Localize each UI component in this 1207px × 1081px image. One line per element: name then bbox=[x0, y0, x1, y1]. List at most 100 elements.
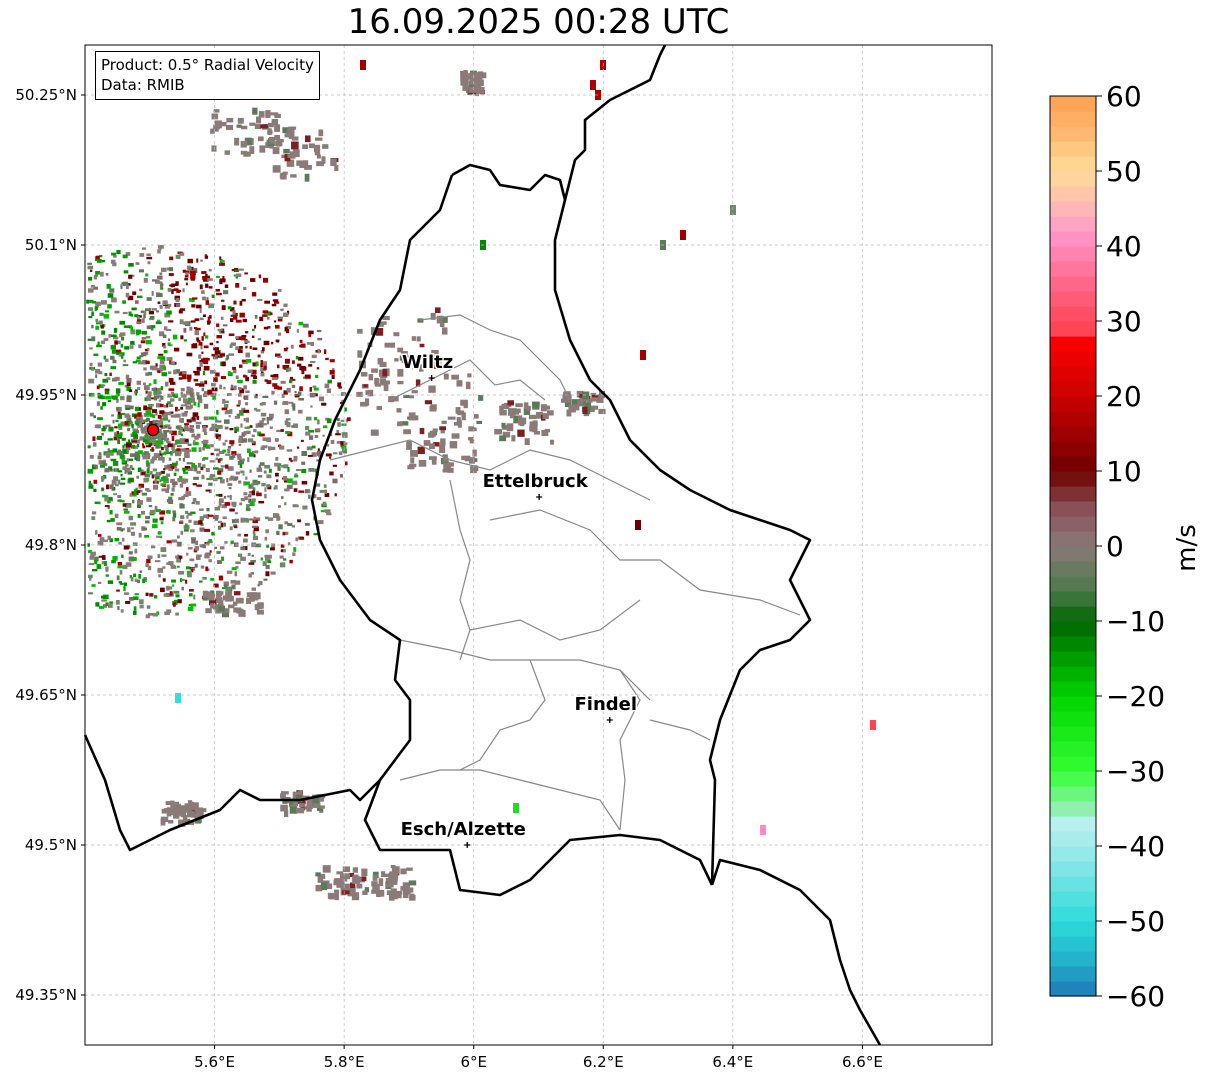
echo-cell bbox=[164, 425, 168, 429]
echo-cell bbox=[166, 473, 171, 477]
echo-cell bbox=[182, 288, 185, 293]
echo-cell bbox=[220, 121, 227, 127]
echo-cell bbox=[122, 300, 126, 304]
echo-cell bbox=[406, 867, 413, 871]
echo-cell bbox=[216, 341, 219, 344]
echo-cell bbox=[141, 510, 146, 515]
echo-cell bbox=[155, 419, 159, 422]
echo-cell bbox=[201, 440, 205, 444]
echo-cell bbox=[272, 292, 278, 296]
echo-cell bbox=[196, 366, 201, 371]
echo-cell bbox=[145, 273, 149, 277]
echo-cell bbox=[100, 300, 107, 305]
echo-cell bbox=[121, 437, 126, 441]
echo-cell bbox=[296, 328, 299, 333]
echo-cell bbox=[228, 487, 232, 490]
echo-cell bbox=[174, 295, 181, 301]
echo-cell bbox=[173, 814, 180, 819]
echo-cell bbox=[370, 429, 379, 436]
echo-cell bbox=[165, 424, 171, 428]
colorbar-tick-label: 30 bbox=[1106, 305, 1142, 338]
echo-cell bbox=[236, 413, 241, 419]
echo-cell bbox=[89, 555, 95, 560]
echo-cell bbox=[201, 336, 204, 341]
echo-cell bbox=[88, 378, 95, 384]
echo-cell bbox=[255, 361, 259, 367]
echo-cell bbox=[274, 438, 279, 442]
echo-cell bbox=[146, 468, 150, 474]
echo-cell bbox=[157, 531, 162, 535]
echo-cell bbox=[95, 255, 100, 260]
echo-cell bbox=[286, 421, 291, 427]
echo-cell bbox=[167, 419, 171, 423]
echo-cell bbox=[299, 339, 303, 343]
echo-cell bbox=[509, 410, 515, 419]
echo-cell bbox=[430, 312, 436, 320]
echo-cell bbox=[240, 546, 246, 551]
echo-cell bbox=[206, 320, 211, 324]
echo-cell bbox=[236, 453, 242, 458]
echo-cell bbox=[125, 467, 131, 473]
echo-cell bbox=[234, 269, 238, 272]
echo-cell bbox=[90, 551, 96, 556]
echo-cell bbox=[228, 353, 234, 356]
echo-cell bbox=[145, 592, 149, 596]
echo-cell bbox=[251, 292, 257, 297]
echo-cell bbox=[146, 559, 151, 564]
echo-cell bbox=[178, 289, 182, 293]
echo-cell bbox=[118, 581, 123, 584]
echo-cell bbox=[280, 804, 288, 812]
echo-cell bbox=[191, 501, 195, 505]
echo-cell bbox=[254, 324, 257, 329]
echo-cell bbox=[255, 116, 262, 124]
echo-cell bbox=[400, 886, 408, 891]
echo-cell bbox=[201, 351, 204, 354]
echo-cell bbox=[460, 79, 468, 86]
canton-boundary bbox=[649, 719, 711, 741]
echo-cell bbox=[276, 479, 279, 483]
echo-cell bbox=[100, 271, 104, 277]
echo-cell bbox=[293, 547, 297, 552]
echo-cell bbox=[125, 406, 131, 410]
echo-cell bbox=[274, 124, 281, 132]
echo-cell bbox=[185, 491, 192, 496]
lon-tick-label: 6.2°E bbox=[583, 1053, 624, 1071]
echo-cell bbox=[117, 499, 122, 502]
echo-cell bbox=[130, 433, 134, 437]
echo-cell bbox=[431, 457, 437, 465]
echo-cell bbox=[326, 512, 332, 516]
echo-cell bbox=[396, 408, 402, 413]
echo-cell bbox=[329, 359, 335, 363]
echo-cell bbox=[251, 490, 255, 496]
echo-cell bbox=[117, 494, 122, 499]
echo-cell bbox=[118, 423, 123, 428]
echo-cell bbox=[191, 462, 196, 468]
echo-cell bbox=[124, 421, 129, 426]
echo-cell bbox=[149, 471, 153, 475]
echo-cell bbox=[317, 337, 323, 341]
echo-cell bbox=[239, 410, 244, 415]
echo-cell bbox=[418, 364, 424, 372]
echo-cell bbox=[257, 422, 264, 428]
echo-cell bbox=[424, 400, 433, 405]
echo-cell bbox=[297, 391, 302, 396]
colorbar-segment bbox=[1050, 936, 1096, 952]
echo-cell bbox=[394, 867, 400, 873]
echo-cell bbox=[96, 564, 102, 569]
echo-cell bbox=[107, 400, 112, 403]
echo-cell bbox=[96, 344, 102, 348]
echo-cell bbox=[101, 595, 107, 599]
echo-cell bbox=[136, 380, 142, 385]
echo-cell bbox=[101, 384, 106, 387]
echo-cell bbox=[210, 603, 215, 609]
echo-cell bbox=[264, 493, 267, 499]
echo-cell bbox=[273, 301, 280, 304]
echo-cell bbox=[216, 550, 221, 554]
colorbar-segment bbox=[1050, 171, 1096, 187]
echo-cell bbox=[175, 369, 180, 374]
echo-cell bbox=[264, 464, 271, 469]
echo-cell bbox=[183, 327, 187, 333]
echo-cell bbox=[151, 387, 157, 391]
echo-cell bbox=[296, 807, 305, 814]
echo-cell bbox=[214, 546, 218, 550]
